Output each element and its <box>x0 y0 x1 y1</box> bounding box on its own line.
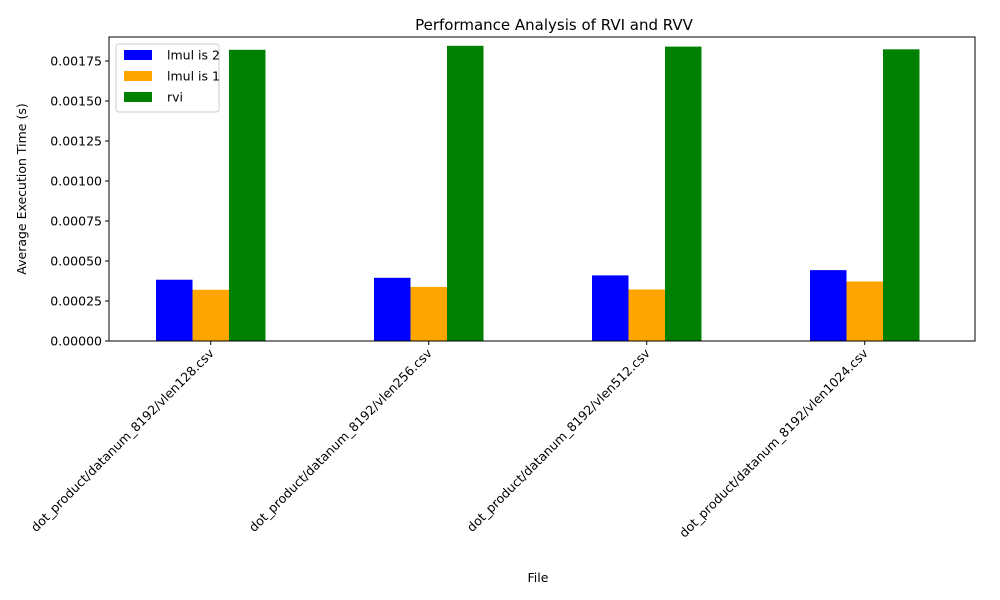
x-tick-label: dot_product/datanum_8192/vlen1024.csv <box>676 345 871 540</box>
bars-layer <box>156 45 920 342</box>
plot-frame <box>108 36 976 342</box>
legend-label: lmul is 2 <box>167 48 220 63</box>
y-tick-label: 0.00150 <box>50 94 102 109</box>
bar-rvi-1 <box>229 49 266 342</box>
bar-lmul-is-2-2 <box>374 277 411 341</box>
bar-lmul-is-1-3 <box>628 289 665 341</box>
bar-lmul-is-2-1 <box>156 279 193 341</box>
y-tick-label: 0.00100 <box>50 174 102 189</box>
y-axis-label: Average Execution Time (s) <box>14 103 29 274</box>
y-axis: 0.00000 0.00025 0.00050 0.00075 0.00100 0.001… <box>50 54 109 349</box>
legend-swatch-rvi <box>124 92 152 102</box>
bar-lmul-is-2-4 <box>810 270 847 341</box>
y-tick-label: 0.00125 <box>50 134 102 149</box>
bar-rvi-3 <box>665 46 702 341</box>
y-tick-label: 0.00025 <box>50 294 102 309</box>
x-axis: dot_product/datanum_8192/vlen128.csv dot_… <box>28 341 871 540</box>
bar-rvi-2 <box>447 45 484 342</box>
y-tick-label: 0.00000 <box>50 334 102 349</box>
legend: lmul is 2 lmul is 1 rvi <box>115 43 220 113</box>
legend-label: rvi <box>167 90 183 105</box>
bar-lmul-is-1-4 <box>846 281 883 341</box>
x-axis-label: File <box>528 570 549 585</box>
y-tick-label: 0.00050 <box>50 254 102 269</box>
bar-lmul-is-2-3 <box>592 275 629 341</box>
legend-label: lmul is 1 <box>167 69 220 84</box>
y-tick-label: 0.00175 <box>50 54 102 69</box>
x-tick-label: dot_product/datanum_8192/vlen128.csv <box>28 345 218 535</box>
x-tick-label: dot_product/datanum_8192/vlen256.csv <box>246 345 436 535</box>
legend-swatch-lmul-is-2 <box>124 50 152 60</box>
bar-rvi-4 <box>883 49 920 341</box>
bar-lmul-is-1-2 <box>410 286 447 341</box>
chart-title: Performance Analysis of RVI and RVV <box>415 16 694 34</box>
x-tick-label: dot_product/datanum_8192/vlen512.csv <box>464 345 654 535</box>
bar-lmul-is-1-1 <box>192 289 229 341</box>
y-tick-label: 0.00075 <box>50 214 102 229</box>
legend-swatch-lmul-is-1 <box>124 71 152 81</box>
